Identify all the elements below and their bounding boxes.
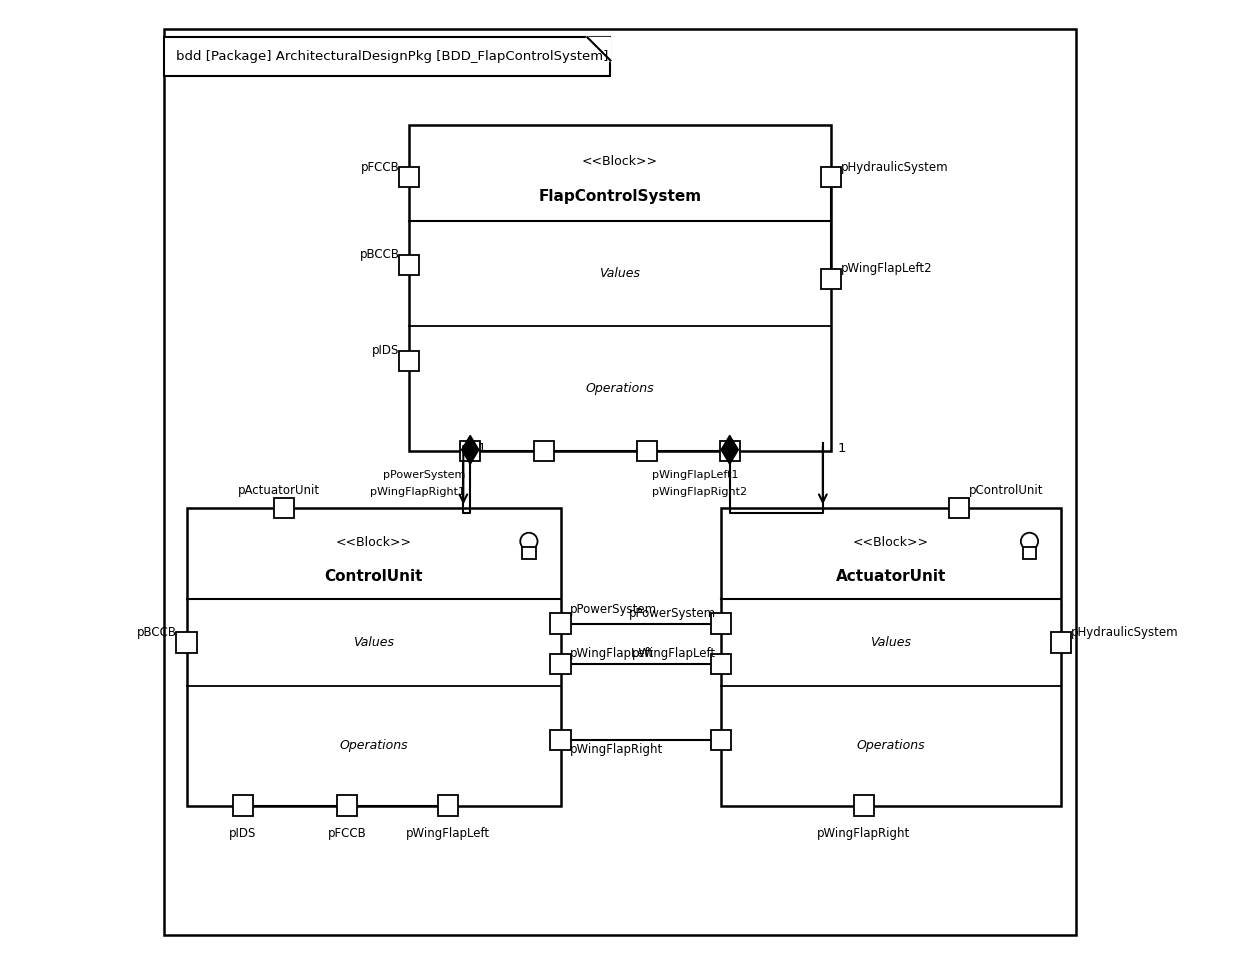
FancyBboxPatch shape xyxy=(551,730,570,750)
Text: pBCCB: pBCCB xyxy=(136,625,177,639)
Text: Operations: Operations xyxy=(340,739,408,752)
Text: pPowerSystem: pPowerSystem xyxy=(383,470,465,480)
Text: pWingFlapLeft: pWingFlapLeft xyxy=(631,647,715,660)
FancyBboxPatch shape xyxy=(438,796,459,815)
Text: pIDS: pIDS xyxy=(229,827,257,840)
FancyBboxPatch shape xyxy=(720,508,1061,806)
Text: pWingFlapLeft: pWingFlapLeft xyxy=(407,827,490,840)
FancyBboxPatch shape xyxy=(274,499,294,518)
Text: ControlUnit: ControlUnit xyxy=(325,569,423,584)
Text: pPowerSystem: pPowerSystem xyxy=(570,603,657,616)
FancyBboxPatch shape xyxy=(176,633,197,652)
FancyBboxPatch shape xyxy=(409,125,831,451)
Text: pHydraulicSystem: pHydraulicSystem xyxy=(1070,625,1178,639)
FancyBboxPatch shape xyxy=(399,167,419,187)
FancyBboxPatch shape xyxy=(165,37,610,76)
FancyBboxPatch shape xyxy=(551,614,570,634)
Text: pActuatorUnit: pActuatorUnit xyxy=(238,483,320,497)
FancyBboxPatch shape xyxy=(853,796,874,815)
FancyBboxPatch shape xyxy=(399,255,419,275)
Text: 1: 1 xyxy=(477,442,486,456)
FancyBboxPatch shape xyxy=(337,796,357,815)
Text: FlapControlSystem: FlapControlSystem xyxy=(538,189,702,204)
Text: ActuatorUnit: ActuatorUnit xyxy=(836,569,946,584)
FancyBboxPatch shape xyxy=(1052,633,1071,652)
Text: 1: 1 xyxy=(837,442,846,456)
FancyBboxPatch shape xyxy=(1023,548,1037,558)
FancyBboxPatch shape xyxy=(233,796,253,815)
FancyBboxPatch shape xyxy=(551,654,570,674)
Text: <<Block>>: <<Block>> xyxy=(582,154,658,168)
FancyBboxPatch shape xyxy=(711,614,730,634)
FancyBboxPatch shape xyxy=(719,440,740,460)
FancyBboxPatch shape xyxy=(165,29,1075,935)
Polygon shape xyxy=(461,435,479,464)
Text: pWingFlapRight: pWingFlapRight xyxy=(817,827,910,840)
Text: pWingFlapRight1: pWingFlapRight1 xyxy=(371,487,465,497)
FancyBboxPatch shape xyxy=(534,440,554,460)
FancyBboxPatch shape xyxy=(711,730,730,750)
FancyBboxPatch shape xyxy=(711,654,730,674)
Text: pIDS: pIDS xyxy=(372,344,399,357)
Text: pControlUnit: pControlUnit xyxy=(968,483,1043,497)
Text: Operations: Operations xyxy=(585,382,655,395)
Text: pFCCB: pFCCB xyxy=(329,827,367,840)
Text: pWingFlapRight2: pWingFlapRight2 xyxy=(652,487,748,497)
FancyBboxPatch shape xyxy=(637,440,657,460)
Text: pFCCB: pFCCB xyxy=(361,160,399,174)
FancyBboxPatch shape xyxy=(522,548,536,558)
Text: <<Block>>: <<Block>> xyxy=(336,536,412,550)
FancyBboxPatch shape xyxy=(949,499,970,518)
Polygon shape xyxy=(588,37,610,60)
Text: pHydraulicSystem: pHydraulicSystem xyxy=(841,160,949,174)
Text: Values: Values xyxy=(870,636,911,649)
Text: pBCCB: pBCCB xyxy=(360,248,399,261)
Text: <<Block>>: <<Block>> xyxy=(853,536,929,550)
FancyBboxPatch shape xyxy=(399,351,419,371)
FancyBboxPatch shape xyxy=(821,269,841,289)
Text: pWingFlapLeft2: pWingFlapLeft2 xyxy=(841,262,932,274)
Text: Values: Values xyxy=(353,636,394,649)
Text: pWingFlapLeft: pWingFlapLeft xyxy=(570,647,655,660)
Text: Values: Values xyxy=(599,267,641,280)
FancyBboxPatch shape xyxy=(821,167,841,187)
Text: pWingFlapLeft1: pWingFlapLeft1 xyxy=(652,470,739,480)
FancyBboxPatch shape xyxy=(460,440,480,460)
Text: Operations: Operations xyxy=(857,739,925,752)
Text: bdd [Package] ArchitecturalDesignPkg [BDD_FlapControlSystem]: bdd [Package] ArchitecturalDesignPkg [BD… xyxy=(176,50,609,63)
Text: pWingFlapRight: pWingFlapRight xyxy=(570,743,663,757)
Text: pPowerSystem: pPowerSystem xyxy=(629,607,715,620)
Polygon shape xyxy=(722,435,738,464)
FancyBboxPatch shape xyxy=(186,508,560,806)
